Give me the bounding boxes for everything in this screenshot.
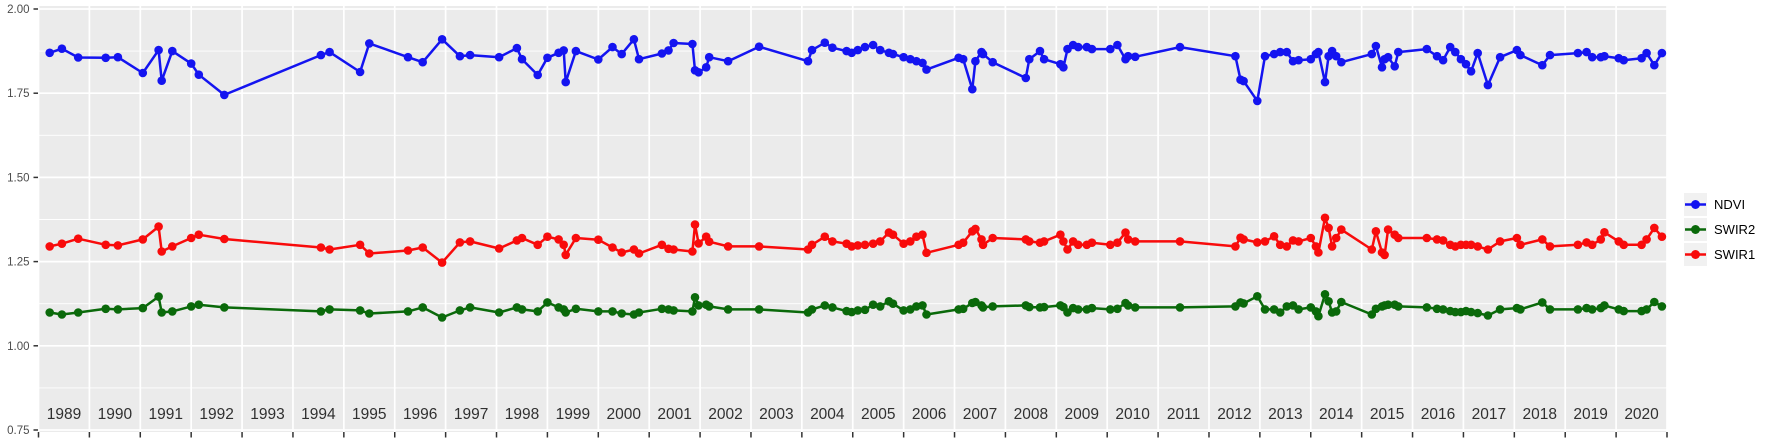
legend-item-swir1: SWIR1 xyxy=(1684,243,1755,266)
year-label: 2018 xyxy=(1523,406,1557,423)
legend-label-swir2: SWIR2 xyxy=(1714,222,1756,237)
year-label: 2012 xyxy=(1217,406,1251,423)
legend-key-ndvi xyxy=(1684,193,1707,216)
year-label: 2020 xyxy=(1624,406,1659,423)
year-label: 2003 xyxy=(759,406,793,423)
year-label: 2015 xyxy=(1370,406,1404,423)
legend-glyph-ndvi xyxy=(1685,200,1706,209)
y-tick-label: 1.50 xyxy=(7,172,29,184)
legend: NDVI SWIR2 SWIR1 xyxy=(1684,193,1755,268)
year-label: 1996 xyxy=(403,406,437,423)
axis-ticks xyxy=(33,8,1668,438)
year-label: 2005 xyxy=(861,406,895,423)
year-label: 1998 xyxy=(505,406,539,423)
y-tick-label: 2.00 xyxy=(7,4,29,16)
gridlines-major xyxy=(37,6,1668,432)
year-label: 2014 xyxy=(1319,406,1354,423)
legend-glyph-swir2 xyxy=(1685,225,1706,234)
year-label: 1991 xyxy=(148,406,182,423)
legend-key-swir1 xyxy=(1684,243,1707,266)
legend-key-swir2 xyxy=(1684,218,1707,241)
year-label: 2001 xyxy=(657,406,691,423)
y-tick-label: 0.75 xyxy=(7,425,29,437)
year-label: 2013 xyxy=(1268,406,1302,423)
year-label: 2010 xyxy=(1115,406,1150,423)
legend-label-swir1: SWIR1 xyxy=(1714,247,1756,262)
year-label: 1993 xyxy=(250,406,284,423)
y-tick-label: 1.00 xyxy=(7,341,29,353)
series-points-swir2 xyxy=(45,290,1667,322)
year-label: 1999 xyxy=(556,406,590,423)
y-tick-label: 1.75 xyxy=(7,88,29,100)
year-label: 2006 xyxy=(912,406,946,423)
year-label: 2019 xyxy=(1573,406,1607,423)
year-label: 2000 xyxy=(607,406,642,423)
year-labels: 1989 1990 1991 1992 1993 1994 1995 1996 1997 1998… xyxy=(47,406,1659,423)
year-label: 2002 xyxy=(708,406,742,423)
year-label: 2016 xyxy=(1421,406,1455,423)
year-label: 2009 xyxy=(1065,406,1099,423)
year-label: 2008 xyxy=(1014,406,1048,423)
y-tick-label: 1.25 xyxy=(7,257,29,269)
year-label: 1992 xyxy=(199,406,233,423)
year-label: 2011 xyxy=(1167,406,1200,423)
year-label: 1994 xyxy=(301,406,336,423)
year-label: 2017 xyxy=(1472,406,1506,423)
legend-item-ndvi: NDVI xyxy=(1684,193,1755,216)
year-label: 2007 xyxy=(963,406,997,423)
year-label: 1995 xyxy=(352,406,386,423)
series-points-ndvi xyxy=(45,35,1667,106)
year-label: 1990 xyxy=(98,406,133,423)
legend-item-swir2: SWIR2 xyxy=(1684,218,1755,241)
year-label: 2004 xyxy=(810,406,845,423)
legend-label-ndvi: NDVI xyxy=(1714,197,1746,212)
legend-glyph-swir1 xyxy=(1685,250,1706,259)
year-label: 1997 xyxy=(454,406,488,423)
year-label: 1989 xyxy=(47,406,81,423)
series-points-swir1 xyxy=(45,213,1667,267)
y-axis-labels: 0.75 1.00 1.25 1.50 1.75 2.00 xyxy=(7,4,29,437)
